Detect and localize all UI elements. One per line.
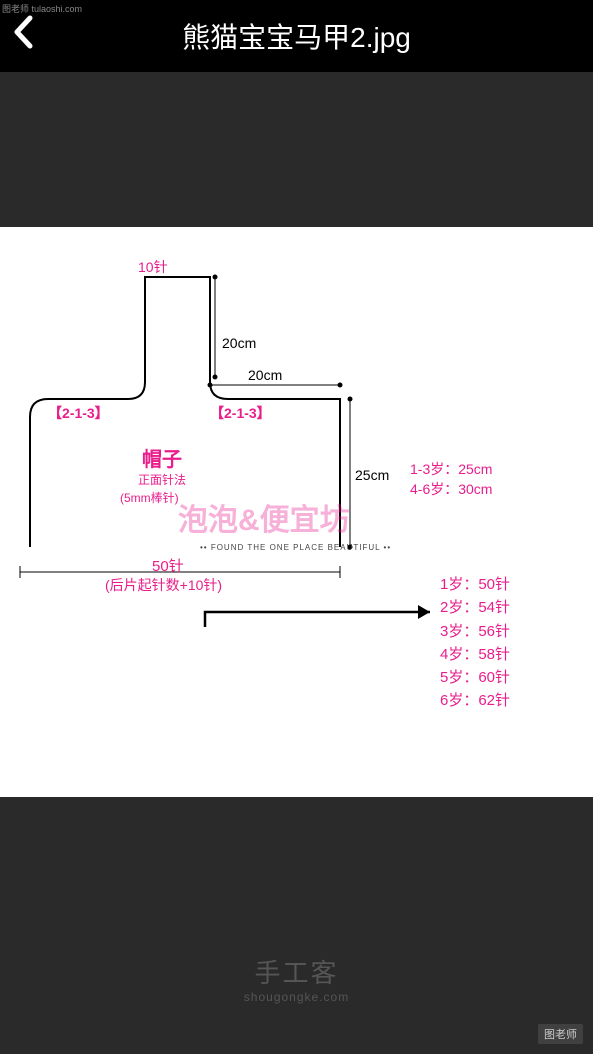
age-row: 6岁：62针 xyxy=(440,689,510,712)
label-bottom-note: (后片起针数+10针) xyxy=(105,575,222,595)
age-row: 4岁：58针 xyxy=(440,643,510,666)
label-english-small: •• FOUND THE ONE PLACE BEAUTIFUL •• xyxy=(200,543,391,552)
diagram-canvas: 10针 20cm 20cm 【2-1-3】 【2-1-3】 帽子 正面针法 (5… xyxy=(0,227,593,797)
label-bracket-right: 【2-1-3】 xyxy=(210,403,271,423)
content-area: 10针 20cm 20cm 【2-1-3】 【2-1-3】 帽子 正面针法 (5… xyxy=(0,72,593,1054)
age-row: 3岁：56针 xyxy=(440,620,510,643)
watermark-line2: shougongke.com xyxy=(244,990,349,1004)
label-10-stitch: 10针 xyxy=(138,257,168,277)
label-age-height-2: 4-6岁：30cm xyxy=(410,479,492,499)
corner-watermark: 图老师 xyxy=(538,1024,583,1044)
page-title: 熊猫宝宝马甲2.jpg xyxy=(182,16,411,56)
header-bar: 熊猫宝宝马甲2.jpg xyxy=(0,0,593,72)
label-bracket-left: 【2-1-3】 xyxy=(48,403,109,423)
age-row: 1岁：50针 xyxy=(440,573,510,596)
age-stitch-table: 1岁：50针 2岁：54针 3岁：56针 4岁：58针 5岁：60针 6岁：62… xyxy=(440,573,510,713)
site-watermark: 手工客 shougongke.com xyxy=(244,953,349,1004)
label-50-stitch: 50针 xyxy=(152,555,184,576)
label-age-height-1: 1-3岁：25cm xyxy=(410,459,492,479)
age-row: 5岁：60针 xyxy=(440,666,510,689)
brand-watermark: 泡泡&便宜坊 xyxy=(178,495,350,539)
label-hat-sub2: (5mm棒针) xyxy=(120,489,179,506)
watermark-line1: 手工客 xyxy=(244,953,349,990)
label-20cm-horiz: 20cm xyxy=(248,367,282,383)
label-hat-sub1: 正面针法 xyxy=(138,471,186,488)
label-hat-title: 帽子 xyxy=(142,443,182,472)
label-20cm-vert: 20cm xyxy=(222,335,256,351)
back-icon[interactable] xyxy=(12,15,34,58)
age-row: 2岁：54针 xyxy=(440,596,510,619)
top-site-watermark: 图老师 tulaoshi.com xyxy=(2,2,82,15)
label-25cm: 25cm xyxy=(355,467,389,483)
